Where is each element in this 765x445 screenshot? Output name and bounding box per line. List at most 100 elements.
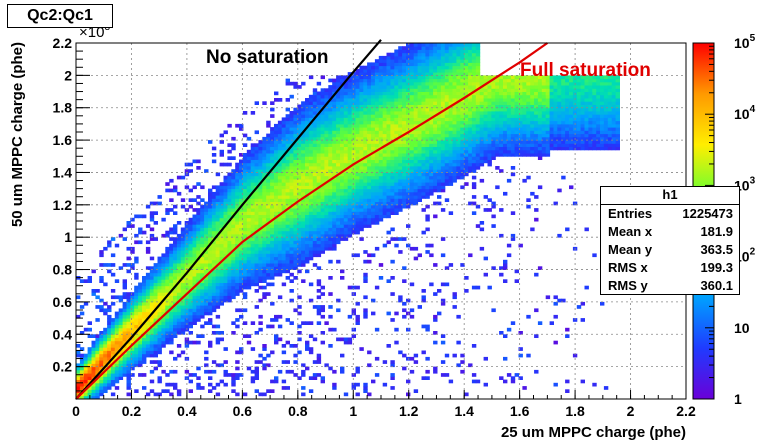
heatmap-bin <box>99 250 104 254</box>
heatmap-bin <box>398 350 403 355</box>
heatmap-bin <box>386 195 391 199</box>
heatmap-bin <box>239 282 244 287</box>
heatmap-bin <box>103 308 108 313</box>
heatmap-bin <box>340 269 345 274</box>
heatmap-bin <box>340 123 345 128</box>
heatmap-bin <box>231 289 236 293</box>
heatmap-bin <box>413 98 419 102</box>
heatmap-bin <box>285 224 290 228</box>
heatmap-bin <box>107 334 112 338</box>
heatmap-bin <box>83 389 89 393</box>
heatmap-bin <box>83 360 89 364</box>
heatmap-bin <box>402 140 407 144</box>
heatmap-bin <box>316 321 322 325</box>
heatmap-bin <box>173 227 178 232</box>
heatmap-bin <box>281 156 287 160</box>
heatmap-bin <box>274 250 279 254</box>
heatmap-bin <box>355 392 360 397</box>
heatmap-bin <box>343 117 349 122</box>
heatmap-bin <box>215 214 221 219</box>
heatmap-bin <box>367 392 372 397</box>
heatmap-bin <box>297 269 302 274</box>
heatmap-bin <box>211 289 217 293</box>
heatmap-bin <box>277 188 283 193</box>
heatmap-bin <box>107 350 112 355</box>
heatmap-bin <box>374 217 380 222</box>
heatmap-bin <box>250 111 256 115</box>
heatmap-bin <box>324 214 329 219</box>
heatmap-bin <box>149 282 155 287</box>
heatmap-bin <box>153 334 158 338</box>
heatmap-bin <box>301 386 306 390</box>
heatmap-bin <box>204 305 209 309</box>
heatmap-bin <box>316 81 322 86</box>
heatmap-bin <box>374 191 380 196</box>
heatmap-bin <box>281 140 287 144</box>
heatmap-bin <box>409 133 415 138</box>
heatmap-bin <box>145 282 151 287</box>
heatmap-bin <box>483 88 488 92</box>
heatmap-bin <box>285 253 290 258</box>
heatmap-bin <box>219 250 224 254</box>
heatmap-bin <box>242 392 248 397</box>
heatmap-bin <box>371 123 376 128</box>
heatmap-bin <box>107 363 112 368</box>
heatmap-bin <box>246 188 252 193</box>
heatmap-bin <box>297 237 302 241</box>
heatmap-bin <box>351 386 356 390</box>
heatmap-bin <box>180 243 186 248</box>
heatmap-bin <box>433 156 438 160</box>
heatmap-bin <box>262 136 267 141</box>
heatmap-bin <box>289 156 294 160</box>
heatmap-bin <box>277 166 283 170</box>
heatmap-bin <box>270 233 275 238</box>
heatmap-bin <box>378 107 384 112</box>
heatmap-bin <box>471 285 477 290</box>
heatmap-bin <box>479 246 485 251</box>
heatmap-bin <box>382 208 388 212</box>
heatmap-bin <box>487 117 492 122</box>
heatmap-bin <box>328 140 333 144</box>
heatmap-bin <box>308 376 314 380</box>
heatmap-bin <box>114 353 120 358</box>
heatmap-bin <box>215 314 221 319</box>
heatmap-bin <box>390 146 395 151</box>
heatmap-bin <box>371 166 376 170</box>
heatmap-bin <box>332 246 337 251</box>
heatmap-bin <box>320 162 325 167</box>
heatmap-bin <box>413 46 419 50</box>
heatmap-bin <box>157 272 162 277</box>
heatmap-bin <box>336 159 341 164</box>
heatmap-bin <box>223 269 228 274</box>
heatmap-bin <box>239 279 244 283</box>
heatmap-bin <box>343 198 349 202</box>
heatmap-bin <box>246 198 252 202</box>
heatmap-bin <box>398 237 403 241</box>
heatmap-bin <box>211 285 217 290</box>
heatmap-bin <box>126 263 131 267</box>
heatmap-bin <box>149 295 155 300</box>
heatmap-bin <box>76 369 81 374</box>
heatmap-bin <box>343 130 349 135</box>
heatmap-bin <box>328 314 333 319</box>
heatmap-bin <box>367 149 372 154</box>
heatmap-bin <box>417 72 422 76</box>
heatmap-bin <box>475 156 481 160</box>
heatmap-bin <box>429 55 434 60</box>
heatmap-bin <box>211 201 217 206</box>
heatmap-bin <box>227 282 232 287</box>
heatmap-bin <box>110 347 116 351</box>
heatmap-bin <box>390 182 395 186</box>
heatmap-bin <box>274 266 279 270</box>
heatmap-bin <box>258 143 263 147</box>
heatmap-bin <box>468 107 473 112</box>
heatmap-bin <box>258 146 263 151</box>
heatmap-bin <box>231 269 236 274</box>
heatmap-bin <box>274 340 279 345</box>
heatmap-bin <box>270 178 275 183</box>
heatmap-bin <box>425 43 430 47</box>
heatmap-bin <box>328 117 333 122</box>
heatmap-bin <box>464 101 469 105</box>
heatmap-bin <box>402 91 407 96</box>
heatmap-bin <box>219 279 224 283</box>
